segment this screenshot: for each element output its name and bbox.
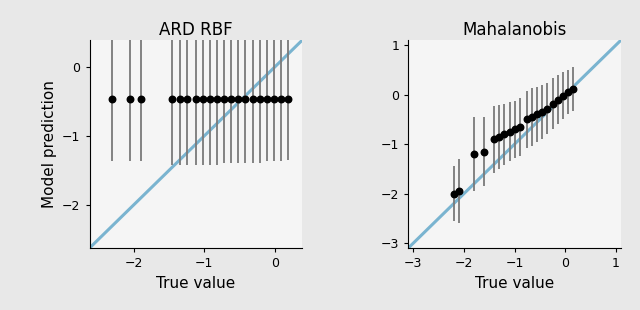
Point	[226, 97, 236, 102]
Point	[547, 101, 557, 106]
Point	[255, 97, 265, 102]
Point	[283, 97, 293, 102]
Point	[504, 129, 515, 134]
Title: Mahalanobis: Mahalanobis	[462, 21, 567, 39]
Point	[469, 152, 479, 157]
Point	[479, 149, 490, 154]
Point	[167, 97, 177, 102]
Point	[212, 97, 222, 102]
Point	[233, 97, 243, 102]
Title: ARD RBF: ARD RBF	[159, 21, 233, 39]
Point	[563, 90, 573, 95]
Point	[522, 117, 532, 122]
Point	[198, 97, 208, 102]
Point	[489, 137, 499, 142]
Point	[107, 97, 117, 102]
Point	[557, 93, 568, 98]
Point	[454, 189, 464, 194]
Point	[262, 97, 272, 102]
Point	[269, 97, 279, 102]
Y-axis label: Model prediction: Model prediction	[42, 80, 57, 208]
Point	[205, 97, 215, 102]
Point	[532, 112, 543, 117]
Point	[494, 134, 504, 139]
Point	[276, 97, 286, 102]
X-axis label: True value: True value	[475, 276, 554, 290]
Point	[125, 97, 135, 102]
Point	[182, 97, 192, 102]
Point	[248, 97, 258, 102]
Point	[527, 114, 538, 119]
Point	[515, 124, 525, 129]
Point	[509, 127, 520, 132]
X-axis label: True value: True value	[156, 276, 236, 290]
Point	[136, 97, 146, 102]
Point	[552, 97, 563, 102]
Point	[240, 97, 250, 102]
Point	[568, 86, 578, 91]
Point	[449, 191, 459, 196]
Point	[542, 106, 552, 111]
Point	[191, 97, 201, 102]
Point	[175, 97, 185, 102]
Point	[219, 97, 229, 102]
Point	[499, 132, 509, 137]
Point	[537, 109, 547, 114]
